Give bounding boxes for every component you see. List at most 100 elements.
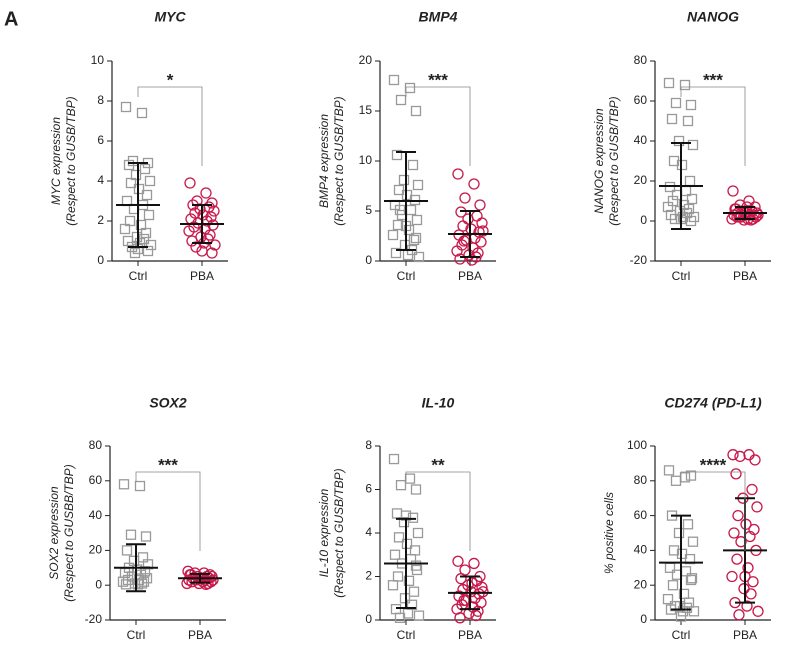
y-tick-label: 60 [634, 93, 648, 107]
y-tick-label: 5 [365, 203, 372, 217]
data-point [410, 105, 422, 117]
data-point [733, 609, 745, 621]
data-point [413, 251, 425, 263]
data-point [142, 559, 154, 570]
data-point [749, 454, 761, 466]
data-point [684, 175, 696, 187]
data-point [387, 580, 399, 591]
data-point [746, 483, 758, 496]
significance-bracket [137, 86, 203, 166]
data-point [682, 519, 694, 530]
y-axis-label: (Respect to GUSB/TBP) [332, 96, 346, 225]
y-tick-label: 0 [640, 612, 647, 626]
data-point [395, 479, 407, 491]
x-tick-label: PBA [190, 269, 214, 283]
y-tick-label: 8 [97, 93, 104, 107]
significance-bracket [680, 471, 746, 551]
y-tick-label: 0 [97, 253, 104, 267]
data-point [682, 115, 694, 127]
x-tick-label: PBA [733, 269, 757, 283]
data-point [726, 570, 738, 583]
x-tick-label: Ctrl [672, 628, 691, 642]
data-point [454, 612, 466, 624]
data-point [666, 113, 678, 125]
data-point [189, 207, 201, 219]
data-point [410, 232, 422, 244]
y-axis-label: (Respect to GUSB/TBP) [332, 468, 346, 597]
data-point [687, 139, 699, 151]
significance-label: *** [703, 70, 723, 89]
data-point [673, 527, 685, 539]
data-point [398, 516, 410, 528]
y-tick-label: 0 [365, 612, 372, 626]
data-point [118, 479, 130, 490]
significance-bracket [405, 471, 471, 551]
data-point [462, 213, 474, 225]
chart-title: IL-10 [422, 395, 455, 411]
data-point [686, 193, 698, 205]
data-point [391, 508, 403, 519]
y-tick-label: 100 [627, 438, 647, 452]
data-point [139, 163, 151, 175]
y-axis-label: BMP4 expression [317, 114, 331, 208]
data-point [390, 247, 402, 259]
y-tick-label: 10 [359, 153, 373, 167]
data-point [200, 187, 212, 199]
data-point [457, 583, 469, 596]
data-point [209, 239, 221, 251]
data-point [120, 101, 132, 113]
data-point [474, 199, 486, 211]
data-point [686, 573, 698, 584]
data-point [751, 501, 763, 513]
x-tick-label: Ctrl [127, 628, 146, 642]
data-point [670, 475, 682, 486]
data-point [144, 175, 156, 187]
data-point [145, 239, 157, 251]
data-point [388, 74, 400, 86]
y-tick-label: 6 [365, 482, 372, 496]
data-point [123, 159, 135, 171]
data-point [387, 229, 399, 241]
x-tick-label: Ctrl [397, 628, 416, 642]
y-tick-label: 0 [640, 213, 647, 227]
data-point [205, 211, 217, 223]
data-point [730, 468, 742, 480]
data-point [732, 509, 744, 522]
data-point [132, 579, 144, 590]
data-point [679, 79, 691, 91]
data-point [410, 484, 422, 495]
data-point [451, 245, 463, 257]
y-axis-label: NANOG expression [592, 108, 606, 214]
data-point [393, 532, 405, 543]
data-point [455, 573, 467, 585]
data-point [398, 174, 410, 186]
y-tick-label: -20 [85, 612, 103, 626]
data-point [412, 179, 424, 191]
data-point [685, 574, 697, 586]
data-point [685, 470, 697, 481]
data-point [184, 177, 196, 189]
x-tick-label: Ctrl [129, 269, 148, 283]
data-point [120, 579, 132, 590]
significance-label: * [167, 70, 174, 89]
y-axis-label: % positive cells [602, 492, 616, 574]
y-tick-label: 2 [365, 569, 372, 583]
data-point [727, 185, 739, 197]
x-tick-label: Ctrl [397, 269, 416, 283]
y-tick-label: 80 [634, 473, 648, 487]
y-tick-label: 10 [91, 53, 105, 67]
data-point [741, 600, 753, 612]
data-point [680, 566, 692, 577]
data-point [477, 586, 489, 598]
data-point [457, 220, 469, 232]
y-tick-label: 20 [89, 543, 103, 557]
data-point [392, 571, 404, 582]
data-point [395, 94, 407, 106]
data-point [747, 576, 759, 588]
data-point [186, 235, 198, 247]
data-point [663, 77, 675, 89]
x-tick-label: Ctrl [672, 269, 691, 283]
chart-title: NANOG [687, 9, 739, 25]
data-point [731, 553, 743, 565]
